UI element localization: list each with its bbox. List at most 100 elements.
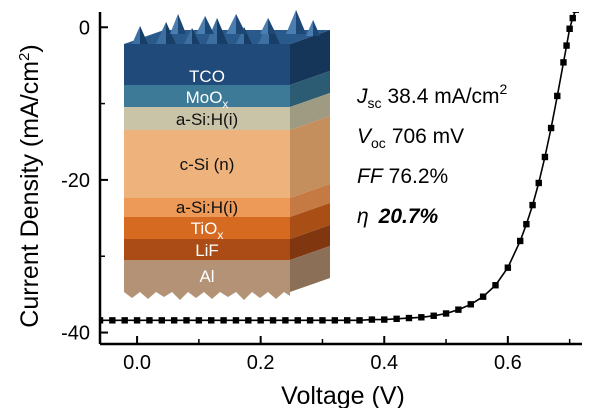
data-point <box>195 317 203 324</box>
data-point <box>529 201 536 209</box>
layer-side-lif <box>290 225 330 260</box>
data-point <box>183 317 190 324</box>
metric-voc-sub: oc <box>371 135 386 151</box>
data-point <box>220 317 227 324</box>
data-point <box>569 14 576 22</box>
data-point <box>282 317 289 324</box>
x-tick-label: 0.6 <box>494 352 522 374</box>
layer-label-tco: TCO <box>189 67 225 86</box>
layer-label-csi: c-Si (n) <box>180 155 235 174</box>
layer-label-al: Al <box>199 267 214 286</box>
data-point <box>343 317 351 324</box>
x-tick-label: 0.0 <box>123 352 151 374</box>
layer-label-moox-main: MoO <box>186 88 223 107</box>
pyramid <box>313 20 320 36</box>
data-point <box>146 317 153 324</box>
layer-side-tiox <box>290 203 330 239</box>
y-axis-title-main: Current Density (mA/cm <box>16 61 44 328</box>
series-line <box>100 12 576 322</box>
layer-moox <box>124 85 290 107</box>
x-tick-labels: 0.0 0.2 0.4 0.6 <box>123 352 522 374</box>
data-point <box>547 124 555 132</box>
pyramid <box>268 18 276 34</box>
data-point <box>368 316 376 323</box>
x-tick-label: 0.2 <box>247 352 275 374</box>
layer-side-moox <box>290 71 330 107</box>
metric-voc-symbol: V <box>357 125 373 148</box>
series-group <box>100 12 580 324</box>
layer-side-asi-bottom <box>290 184 330 217</box>
y-tick-labels: 0 -20 -40 <box>61 17 90 344</box>
pyramid <box>217 18 228 44</box>
y-axis-title-superscript: 2 <box>16 53 33 61</box>
layer-label-moox: MoOx <box>186 88 229 111</box>
x-ticks <box>136 336 571 344</box>
metric-jsc-sub: sc <box>368 95 382 111</box>
pyramid <box>205 16 214 34</box>
data-point <box>294 317 301 324</box>
data-point <box>430 312 437 319</box>
data-point <box>269 317 277 324</box>
layer-label-tiox-sub: x <box>217 228 223 242</box>
pyramid <box>192 28 200 44</box>
y-axis-title: Current Density (mA/cm2) <box>16 44 44 327</box>
data-point <box>554 92 561 100</box>
pyramid <box>296 10 306 34</box>
metric-eta-symbol: η <box>357 205 369 228</box>
pyramid <box>178 14 186 34</box>
layer-al <box>124 260 290 292</box>
data-point <box>232 317 240 324</box>
inset-side-faces <box>290 30 330 292</box>
data-point <box>563 42 570 49</box>
metric-eta: η 20.7% <box>357 205 439 228</box>
data-point <box>504 264 512 271</box>
pyramid <box>140 26 148 44</box>
data-point <box>109 317 116 324</box>
y-ticks <box>100 26 108 334</box>
data-point <box>319 317 326 324</box>
data-point <box>121 317 128 324</box>
y-tick-label: -40 <box>61 323 90 345</box>
metric-jsc-sup: 2 <box>500 81 508 97</box>
data-point <box>245 317 252 324</box>
metric-ff: FF 76.2% <box>357 165 448 188</box>
data-point <box>572 12 580 13</box>
inset-front-faces <box>124 44 290 292</box>
pyramid <box>236 14 246 34</box>
data-point <box>257 317 264 324</box>
layer-side-asi-top <box>290 93 330 130</box>
data-point <box>158 317 165 324</box>
device-stack-inset: TCO MoOx a-Si:H(i) c-Si (n) a-Si:H(i) Ti… <box>124 10 330 300</box>
data-point <box>535 179 542 187</box>
data-point <box>306 317 314 324</box>
metric-voc-value: 706 mV <box>392 125 464 148</box>
data-point <box>467 301 474 308</box>
data-point <box>479 293 487 300</box>
layer-label-moox-sub: x <box>222 97 228 111</box>
layer-label-tiox: TiOx <box>191 219 224 242</box>
data-point <box>208 317 215 324</box>
metric-jsc-value: 38.4 mA/cm <box>388 85 500 108</box>
series-markers <box>100 12 580 324</box>
data-point <box>418 314 425 321</box>
metric-eta-value: 20.7% <box>378 205 439 228</box>
data-point <box>100 317 104 324</box>
plot-frame <box>98 12 582 346</box>
layer-asi-top <box>124 107 290 130</box>
y-axis-title-suffix: ) <box>16 44 44 52</box>
layer-label-tiox-main: TiO <box>191 219 218 238</box>
data-point <box>455 306 462 313</box>
layer-tiox <box>124 217 290 239</box>
layer-csi <box>124 130 290 198</box>
metric-ff-value: 76.2% <box>389 165 449 188</box>
layer-label-asi-top: a-Si:H(i) <box>176 110 238 129</box>
data-point <box>560 59 567 66</box>
metric-jsc-symbol: J <box>356 85 368 108</box>
data-point <box>170 317 178 324</box>
layer-asi-bottom <box>124 198 290 217</box>
bottom-texture <box>124 292 290 300</box>
layer-side-csi <box>290 116 330 198</box>
data-point <box>133 317 141 324</box>
data-point <box>331 317 339 324</box>
